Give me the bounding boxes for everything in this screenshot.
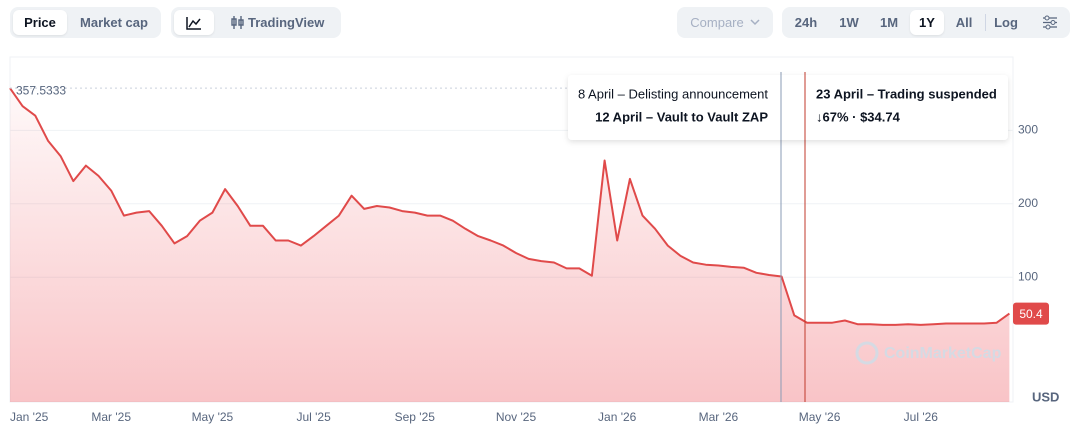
x-tick-label: Jan '25 — [10, 410, 49, 424]
range-24h[interactable]: 24h — [794, 15, 818, 30]
y-tick-label: 100 — [1018, 269, 1038, 283]
y-tick-label: 200 — [1018, 196, 1038, 210]
x-tick-label: Mar '25 — [91, 410, 131, 424]
max-label: 357.5333 — [16, 83, 66, 97]
x-tick-label: May '25 — [192, 410, 234, 424]
area-fill — [10, 88, 1010, 402]
y-unit: USD — [1032, 389, 1059, 404]
divider — [985, 14, 986, 31]
chevron — [750, 19, 760, 26]
x-tick-label: May '26 — [799, 410, 841, 424]
change-label: ↓67% · $34.74 — [816, 109, 901, 124]
price-badge-label: 50.4 — [1019, 307, 1043, 321]
range-1w[interactable]: 1W — [839, 15, 859, 30]
log-button[interactable]: Log — [994, 15, 1018, 30]
price-line — [9, 87, 1010, 326]
range-all[interactable]: All — [955, 15, 973, 30]
y-tick-label: 300 — [1018, 123, 1038, 137]
annotation: 23 April – Trading suspended — [816, 86, 997, 101]
tooltip — [568, 75, 1008, 140]
tab-price[interactable]: Price — [13, 10, 67, 35]
x-tick-label: Jul '26 — [904, 410, 939, 424]
line-chart-button[interactable] — [174, 10, 214, 35]
tab-market-cap[interactable]: Market cap — [80, 15, 148, 30]
x-tick-label: Jul '25 — [296, 410, 331, 424]
candle-icon — [231, 16, 244, 29]
x-tick-label: Jan '26 — [598, 410, 637, 424]
line-icon — [186, 17, 201, 30]
price-badge — [1013, 302, 1049, 325]
annotation: 12 April – Vault to Vault ZAP — [595, 109, 768, 124]
watermark-text: CoinMarketCap — [884, 345, 1002, 362]
settings-icon[interactable] — [1042, 15, 1058, 30]
annotation: 8 April – Delisting announcement — [578, 86, 768, 101]
compare-button[interactable]: Compare — [690, 15, 744, 30]
x-tick-label: Mar '26 — [699, 410, 739, 424]
tradingview-button[interactable]: TradingView — [248, 15, 325, 30]
watermark: CoinMarketCap — [855, 341, 1002, 365]
x-tick-label: Nov '25 — [496, 410, 537, 424]
range-1m[interactable]: 1M — [879, 15, 899, 30]
range-1y[interactable]: 1Y — [910, 10, 944, 35]
x-tick-label: Sep '25 — [395, 410, 436, 424]
